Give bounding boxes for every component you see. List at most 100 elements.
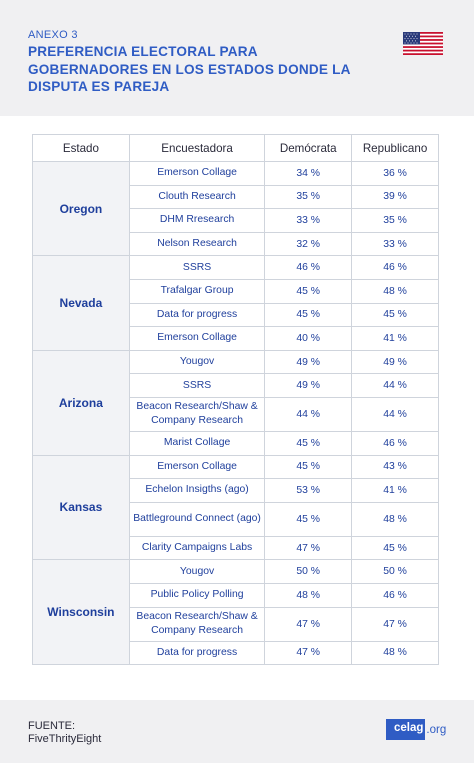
pollster-cell: Yougov — [128, 349, 266, 375]
source-name: FiveThrityEight — [28, 733, 102, 745]
table-row: Oregon Emerson Collage 34 % 36 % — [32, 160, 439, 257]
democrat-cell: 45 % — [264, 278, 353, 304]
democrat-cell: 45 % — [264, 501, 353, 537]
pollster-cell: Emerson Collage — [128, 454, 266, 480]
group-nevada: Nevada SSRS 46 % 46 % Trafalgar Group 45… — [32, 255, 439, 351]
democrat-cell: 35 % — [264, 184, 353, 210]
celag-logo[interactable]: celag .org — [386, 719, 446, 740]
pollster-cell: DHM Rresearch — [128, 208, 266, 233]
pollster-cell: SSRS — [128, 255, 266, 280]
pollster-cell: Emerson Collage — [128, 161, 266, 186]
table-row: Nelson Research 32 % 33 % — [33, 231, 439, 257]
state-cell: Winsconsin — [32, 559, 130, 666]
group-arizona: Arizona Yougov 49 % 49 % SSRS 49 % 44 % … — [32, 349, 439, 456]
pollster-cell: Emerson Collage — [128, 326, 266, 351]
democrat-cell: 53 % — [264, 478, 353, 503]
header-republican: Republicano — [351, 134, 439, 162]
header-democrat: Demócrata — [264, 134, 353, 162]
annex-label: ANEXO 3 — [28, 29, 78, 41]
state-cell: Arizona — [32, 349, 130, 456]
state-cell: Kansas — [32, 454, 130, 561]
header-pollster: Encuestadora — [128, 134, 266, 162]
pollster-cell: Nelson Research — [128, 231, 266, 257]
democrat-cell: 45 % — [264, 302, 353, 328]
democrat-cell: 32 % — [264, 231, 353, 257]
table-row: Public Policy Polling 48 % 46 % — [33, 582, 439, 608]
pollster-cell: Public Policy Polling — [128, 582, 266, 608]
pollster-cell: Trafalgar Group — [128, 278, 266, 304]
democrat-cell: 45 % — [264, 430, 353, 456]
republican-cell: 46 % — [351, 255, 439, 280]
state-cell: Oregon — [32, 160, 130, 257]
republican-cell: 46 % — [351, 430, 439, 456]
republican-cell: 36 % — [351, 161, 439, 186]
page-title: PREFERENCIA ELECTORAL PARA GOBERNADORES … — [28, 44, 351, 94]
republican-cell: 35 % — [351, 208, 439, 233]
table-row: Trafalgar Group 45 % 48 % — [33, 278, 439, 304]
republican-cell: 49 % — [351, 349, 439, 375]
republican-cell: 33 % — [351, 231, 439, 257]
polls-table: Estado Encuestadora Demócrata Republican… — [32, 134, 439, 666]
pollster-cell: Data for progress — [128, 302, 266, 328]
pollster-cell: Data for progress — [128, 640, 266, 666]
table-row: Emerson Collage 40 % 41 % — [33, 326, 439, 351]
republican-cell: 45 % — [351, 535, 439, 561]
republican-cell: 41 % — [351, 326, 439, 351]
democrat-cell: 40 % — [264, 326, 353, 351]
pollster-cell: Marist Collage — [128, 430, 266, 456]
democrat-cell: 33 % — [264, 208, 353, 233]
group-kansas: Kansas Emerson Collage 45 % 43 % Echelon… — [32, 454, 439, 561]
democrat-cell: 44 % — [264, 396, 353, 432]
table-row: Echelon Insigths (ago) 53 % 41 % — [33, 478, 439, 503]
republican-cell: 41 % — [351, 478, 439, 503]
table-row: Winsconsin Yougov 50 % 50 % — [32, 559, 439, 666]
table-row: Beacon Research/Shaw & Company Research … — [33, 396, 439, 432]
logo-main: celag — [386, 719, 426, 740]
group-wisconsin: Winsconsin Yougov 50 % 50 % Public Polic… — [32, 559, 439, 666]
table-row: Clouth Research 35 % 39 % — [33, 184, 439, 210]
republican-cell: 46 % — [351, 582, 439, 608]
republican-cell: 48 % — [351, 501, 439, 537]
group-oregon: Oregon Emerson Collage 34 % 36 % Clouth … — [32, 160, 439, 257]
table-row: Data for progress 47 % 48 % — [33, 640, 439, 666]
table-row: Kansas Emerson Collage 45 % 43 % — [32, 454, 439, 561]
table-row: Nevada SSRS 46 % 46 % — [32, 255, 439, 351]
democrat-cell: 49 % — [264, 349, 353, 375]
table-row: Beacon Research/Shaw & Company Research … — [33, 606, 439, 642]
pollster-cell: Beacon Research/Shaw & Company Research — [128, 396, 266, 432]
democrat-cell: 47 % — [264, 640, 353, 666]
source-note: FUENTE: FiveThrityEight — [28, 720, 101, 746]
republican-cell: 48 % — [351, 278, 439, 304]
republican-cell: 43 % — [351, 454, 439, 480]
pollster-cell: Clarity Campaigns Labs — [128, 535, 266, 561]
table-row: SSRS 49 % 44 % — [33, 373, 439, 398]
header-state: Estado — [32, 134, 130, 162]
republican-cell: 39 % — [351, 184, 439, 210]
table-row: Data for progress 45 % 45 % — [33, 302, 439, 328]
republican-cell: 47 % — [351, 606, 439, 642]
logo-suffix: .org — [426, 723, 447, 736]
table-row: Marist Collage 45 % 46 % — [33, 430, 439, 456]
republican-cell: 48 % — [351, 640, 439, 666]
pollster-cell: Battleground Connect (ago) — [128, 501, 266, 537]
us-flag-icon — [403, 32, 443, 55]
pollster-cell: Yougov — [128, 559, 266, 584]
republican-cell: 45 % — [351, 302, 439, 328]
democrat-cell: 34 % — [264, 161, 353, 186]
democrat-cell: 48 % — [264, 582, 353, 608]
pollster-cell: Clouth Research — [128, 184, 266, 210]
table-header-row: Estado Encuestadora Demócrata Republican… — [32, 134, 439, 162]
source-label: FUENTE: — [28, 720, 76, 732]
state-cell: Nevada — [32, 255, 130, 351]
table-row: Battleground Connect (ago) 45 % 48 % — [33, 501, 439, 537]
democrat-cell: 47 % — [264, 535, 353, 561]
republican-cell: 50 % — [351, 559, 439, 584]
pollster-cell: SSRS — [128, 373, 266, 398]
pollster-cell: Beacon Research/Shaw & Company Research — [128, 606, 266, 642]
democrat-cell: 50 % — [264, 559, 353, 584]
republican-cell: 44 % — [351, 373, 439, 398]
table-row: Arizona Yougov 49 % 49 % — [32, 349, 439, 456]
pollster-cell: Echelon Insigths (ago) — [128, 478, 266, 503]
header-band: ANEXO 3 PREFERENCIA ELECTORAL PARA GOBER… — [0, 0, 474, 116]
democrat-cell: 46 % — [264, 255, 353, 280]
